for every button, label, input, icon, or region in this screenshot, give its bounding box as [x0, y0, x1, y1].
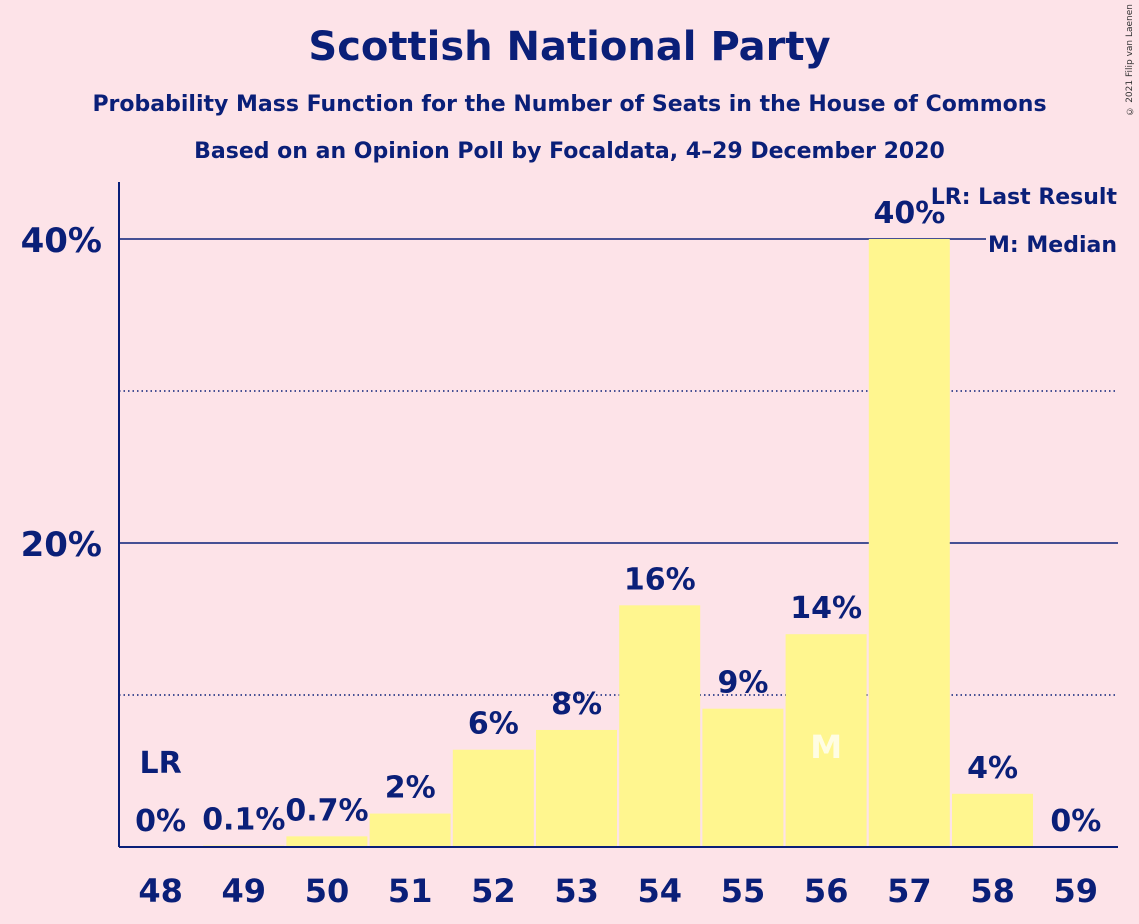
bar	[536, 729, 617, 847]
x-tick-label: 51	[388, 872, 433, 910]
y-tick-label: 40%	[21, 221, 102, 261]
value-label: 4%	[967, 751, 1018, 786]
value-label: 16%	[624, 562, 696, 597]
value-label: 14%	[790, 591, 862, 626]
x-tick-label: 58	[970, 872, 1015, 910]
chart-subtitle-source: Based on an Opinion Poll by Focaldata, 4…	[194, 139, 945, 164]
x-tick-label: 59	[1054, 872, 1099, 910]
value-label: 0.7%	[285, 793, 368, 828]
value-label: 0%	[1050, 804, 1101, 839]
value-label: 0.1%	[202, 802, 285, 837]
legend-median: M: Median	[986, 233, 1119, 258]
bar	[286, 836, 368, 847]
value-label: 9%	[718, 666, 769, 701]
x-tick-label: 53	[554, 872, 599, 910]
x-tick-label: 57	[887, 872, 932, 910]
x-tick-label: 56	[804, 872, 849, 910]
median-marker: M	[810, 728, 842, 766]
bar	[785, 634, 867, 847]
x-tick-label: 50	[305, 872, 350, 910]
bar	[452, 749, 534, 847]
value-label: 2%	[385, 771, 436, 806]
y-tick-label: 20%	[21, 525, 102, 565]
bar	[868, 239, 950, 847]
value-label: 8%	[551, 687, 602, 722]
chart-subtitle: Probability Mass Function for the Number…	[92, 92, 1047, 117]
x-tick-label: 52	[471, 872, 516, 910]
last-result-marker: LR	[139, 746, 181, 781]
chart-title: Scottish National Party	[308, 24, 831, 70]
x-tick-label: 48	[138, 872, 183, 910]
value-label: 6%	[468, 707, 519, 742]
x-tick-label: 54	[638, 872, 683, 910]
bar	[619, 605, 701, 847]
x-tick-label: 49	[222, 872, 267, 910]
legend-last-result: LR: Last Result	[928, 185, 1119, 210]
value-label: 0%	[135, 804, 186, 839]
bar	[702, 708, 784, 847]
bar	[369, 813, 451, 847]
bar	[952, 793, 1033, 847]
x-tick-label: 55	[721, 872, 766, 910]
